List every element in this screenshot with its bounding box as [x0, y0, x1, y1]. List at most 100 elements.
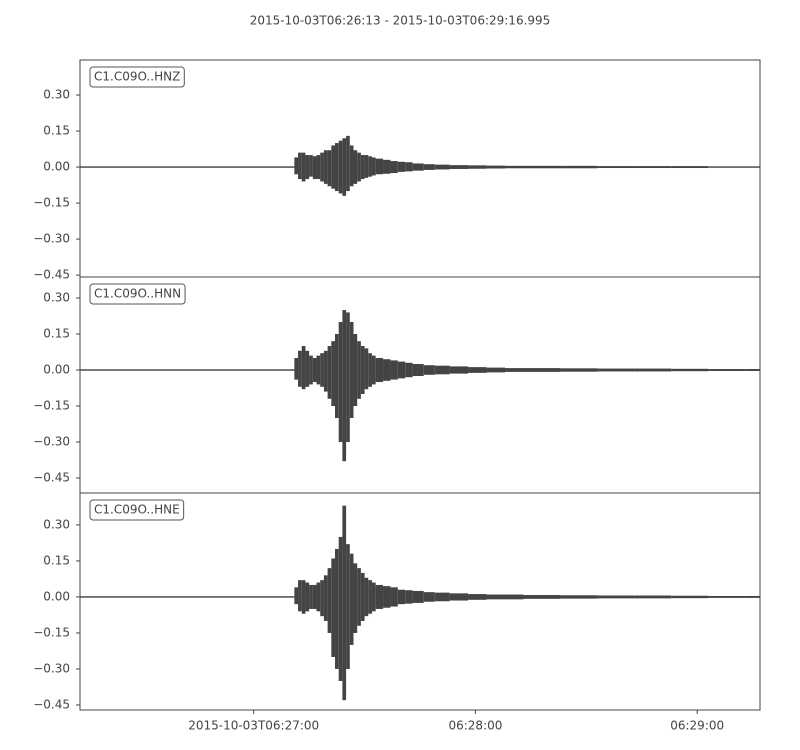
trace-label-box	[89, 66, 185, 88]
waveform-envelope	[364, 155, 369, 178]
waveform-envelope	[80, 166, 295, 168]
waveform-envelope	[357, 152, 361, 182]
y-tick-label: −0.30	[33, 661, 70, 675]
y-tick-label: −0.45	[33, 268, 70, 282]
waveform-envelope	[364, 348, 369, 390]
waveform-envelope	[486, 367, 506, 373]
waveform-envelope	[360, 572, 365, 621]
y-tick-label: 0.15	[43, 327, 70, 341]
waveform-envelope	[412, 163, 424, 171]
waveform-envelope	[353, 150, 358, 184]
waveform-envelope	[331, 341, 336, 406]
waveform-envelope	[349, 145, 354, 187]
waveform-envelope	[383, 586, 391, 608]
waveform-envelope	[298, 350, 302, 387]
waveform-envelope	[505, 594, 524, 600]
waveform-envelope	[449, 593, 469, 601]
waveform-envelope	[523, 165, 561, 169]
y-tick-label: 0.30	[43, 517, 70, 531]
y-tick-label: −0.30	[33, 435, 70, 449]
y-tick-label: −0.15	[33, 399, 70, 413]
waveform-envelope	[323, 350, 328, 392]
chart-title: 2015-10-03T06:26:13 - 2015-10-03T06:29:1…	[250, 14, 551, 28]
waveform-envelope	[309, 155, 313, 177]
waveform-envelope	[468, 367, 487, 373]
trace-label-box	[89, 499, 185, 521]
waveform-envelope	[360, 155, 365, 180]
waveform-envelope	[390, 587, 398, 607]
waveform-envelope	[320, 353, 324, 387]
trace-label: C1.C09O..HNN	[94, 287, 181, 301]
waveform-envelope	[353, 563, 358, 633]
waveform-envelope	[346, 544, 350, 669]
y-tick-label: −0.45	[33, 697, 70, 711]
x-tick-label: 06:29:00	[670, 719, 724, 733]
waveform-envelope	[320, 580, 324, 617]
waveform-envelope	[312, 584, 317, 609]
waveform-envelope	[597, 595, 635, 599]
waveform-envelope	[301, 580, 306, 614]
waveform-envelope	[468, 165, 487, 169]
waveform-envelope	[390, 161, 398, 174]
waveform-envelope	[486, 594, 506, 600]
waveform-envelope	[412, 364, 424, 376]
y-tick-label: −0.15	[33, 196, 70, 210]
waveform-envelope	[434, 365, 450, 375]
waveform-envelope	[371, 582, 376, 612]
waveform-envelope	[335, 143, 339, 192]
waveform-envelope	[505, 368, 524, 372]
waveform-envelope	[397, 361, 406, 379]
waveform-envelope	[671, 166, 709, 169]
waveform-envelope	[597, 166, 635, 169]
waveform-envelope	[298, 152, 302, 180]
waveform-envelope	[301, 346, 306, 390]
x-tick-label: 06:28:00	[448, 719, 502, 733]
waveform-panel: 0.30 0.15 0.00 −0.15 −0.30 −0.45 C1.C09O..HNZ	[33, 59, 761, 282]
waveform-envelope	[346, 312, 350, 442]
waveform-envelope	[434, 164, 450, 170]
y-tick-label: 0.00	[43, 363, 70, 377]
waveform-envelope	[708, 166, 746, 168]
waveform-envelope	[375, 358, 384, 382]
waveform-envelope	[294, 587, 299, 605]
waveform-envelope	[434, 592, 450, 602]
waveform-envelope	[294, 358, 299, 380]
trace-label: C1.C09O..HNZ	[94, 70, 180, 84]
y-tick-label: −0.45	[33, 471, 70, 485]
waveform-envelope	[560, 165, 598, 169]
waveform-envelope	[309, 355, 313, 385]
waveform-envelope	[353, 334, 358, 406]
waveform-envelope	[390, 360, 398, 380]
waveform-envelope	[368, 580, 372, 614]
trace-label-box	[89, 283, 186, 305]
waveform-envelope	[349, 553, 354, 645]
waveform-envelope	[338, 322, 343, 442]
waveform-envelope	[371, 157, 376, 176]
waveform-envelope	[405, 362, 413, 378]
waveform-envelope	[357, 568, 361, 626]
waveform-envelope	[375, 158, 384, 175]
waveform-envelope	[338, 536, 343, 681]
waveform-envelope	[312, 358, 317, 382]
waveform-envelope	[80, 369, 295, 371]
y-tick-label: 0.30	[43, 88, 70, 102]
waveform-envelope	[449, 165, 469, 169]
waveform-envelope	[671, 595, 709, 599]
waveform-envelope	[349, 322, 354, 418]
waveform-envelope	[560, 368, 598, 372]
waveform-envelope	[342, 310, 347, 462]
waveform-envelope	[449, 366, 469, 374]
waveform-envelope	[745, 595, 760, 598]
x-tick-label: 2015-10-03T06:27:00	[188, 719, 319, 733]
waveform-envelope	[316, 355, 321, 385]
waveform-envelope	[405, 162, 413, 172]
waveform-envelope	[383, 159, 391, 174]
waveform-envelope	[331, 558, 336, 657]
waveform-envelope	[305, 350, 310, 387]
waveform-envelope	[294, 157, 299, 175]
y-tick-label: 0.00	[43, 589, 70, 603]
waveform-envelope	[312, 156, 317, 180]
waveform-envelope	[486, 165, 506, 169]
